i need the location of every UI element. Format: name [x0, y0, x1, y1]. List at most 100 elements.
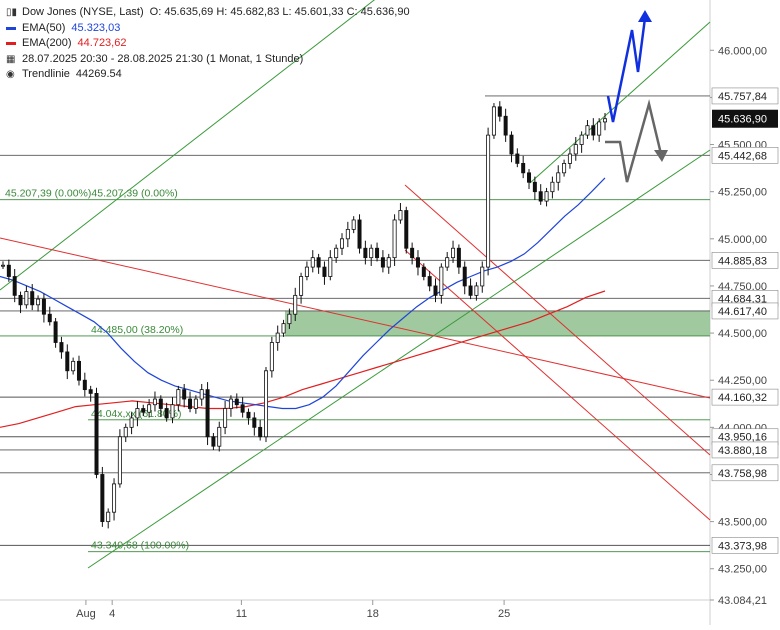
bullish-arrow-head — [638, 10, 652, 22]
resistance-line-upper — [404, 184, 711, 456]
candle-body — [462, 266, 467, 287]
candle-body — [404, 210, 409, 249]
candle-body — [30, 291, 35, 306]
candle-body — [65, 351, 70, 372]
candle-body — [597, 121, 602, 136]
candle-body — [491, 106, 496, 136]
level-label: 43.950,16 — [718, 432, 767, 444]
candle-body — [322, 266, 327, 277]
candle-body — [71, 360, 76, 372]
candle-body — [147, 404, 152, 413]
calendar-icon: ▦ — [6, 53, 16, 65]
candle-body — [544, 191, 549, 202]
candle-body — [503, 115, 508, 136]
candle-body — [304, 266, 309, 277]
candle-body — [363, 247, 368, 259]
candle-body — [515, 153, 520, 164]
candle-body — [182, 389, 187, 400]
candle-body — [421, 266, 426, 277]
candle-body — [521, 162, 526, 174]
candle-body — [269, 342, 274, 372]
candle-body — [538, 191, 543, 202]
candle-body — [433, 285, 438, 296]
candle-body — [258, 426, 263, 438]
candle-body — [117, 436, 122, 485]
candle-body — [603, 118, 608, 123]
candle-body — [293, 294, 298, 315]
candle-body — [106, 511, 111, 523]
candle-body — [275, 332, 280, 343]
y-tick-label: 43.084,21 — [718, 595, 767, 607]
candle-body — [328, 257, 333, 277]
candle-body — [123, 426, 128, 438]
legend-range-row: ▦ 28.07.2025 20:30 - 28.08.2025 21:30 (1… — [6, 52, 410, 68]
ema50-label: EMA(50) — [22, 21, 66, 34]
candle-body — [410, 247, 415, 259]
candle-body — [129, 417, 134, 428]
y-tick-label: 46.000,00 — [718, 45, 767, 57]
level-label: 44.885,83 — [718, 255, 767, 267]
candle-body — [398, 210, 403, 221]
y-tick-label: 44.750,00 — [718, 281, 767, 293]
candle-body — [246, 411, 251, 419]
candle-body — [281, 323, 286, 334]
candle-body — [176, 389, 181, 406]
level-label-box — [711, 537, 779, 554]
legend-ema200-row: EMA(200) 44.723,62 — [6, 36, 410, 52]
x-tick-label: 25 — [498, 608, 510, 620]
candle-body — [591, 125, 596, 136]
ema200-swatch — [6, 42, 16, 46]
level-label-box — [711, 464, 779, 482]
candle-body — [497, 106, 502, 117]
candle-body — [135, 408, 140, 419]
level-label: 43.758,98 — [718, 468, 767, 480]
legend-ema50-row: EMA(50) 45.323,03 — [6, 21, 410, 37]
level-label: 43.373,98 — [718, 540, 767, 552]
candle-body — [36, 298, 41, 306]
candle-body — [480, 266, 485, 287]
candle-body — [427, 276, 432, 287]
candle-body — [486, 134, 491, 268]
ema200-value: 44.723,62 — [77, 37, 127, 49]
candle-body — [24, 291, 29, 306]
candle-body — [82, 379, 87, 391]
candle-body — [550, 181, 555, 193]
candle-body — [509, 134, 514, 155]
candle-body — [451, 247, 456, 259]
candle-body — [439, 266, 444, 296]
fib-label: 45.207,39 (0.00%)45.207,39 (0.00%) — [5, 188, 178, 200]
instrument-name: Dow Jones (NYSE, Last) — [22, 6, 144, 18]
candle-body — [94, 393, 99, 475]
candle-body — [47, 313, 52, 323]
candle-body — [112, 483, 117, 513]
current-price-label: 45.636,90 — [718, 114, 767, 126]
candle-body — [573, 144, 578, 155]
candle-body — [18, 294, 23, 306]
level-label: 43.880,18 — [718, 445, 767, 457]
x-tick-label: Aug — [76, 608, 96, 620]
candle-body — [527, 172, 532, 183]
y-tick-label: 45.000,00 — [718, 234, 767, 246]
level-label: 44.160,32 — [718, 392, 767, 404]
candle-body — [264, 370, 269, 438]
level-label-box — [711, 388, 779, 406]
candle-body — [562, 162, 567, 174]
candle-body — [41, 298, 46, 315]
candle-body — [211, 436, 216, 447]
candle-body — [456, 247, 461, 268]
candle-body — [357, 219, 362, 249]
level-label-box — [711, 252, 779, 269]
trendline-value: 44269.54 — [75, 68, 122, 80]
legend-trend-row: ◉ Trendlinie 44269.54 — [6, 67, 410, 83]
level-label-box — [711, 302, 779, 320]
candle-body — [205, 389, 210, 438]
ema50-swatch — [6, 26, 16, 30]
candle-body — [375, 247, 380, 259]
level-label-box — [711, 147, 779, 164]
trendline-green-upper — [0, 0, 376, 291]
resistance-line-long — [0, 237, 711, 399]
candle-body — [468, 285, 473, 296]
x-tick-label: 11 — [236, 608, 247, 620]
